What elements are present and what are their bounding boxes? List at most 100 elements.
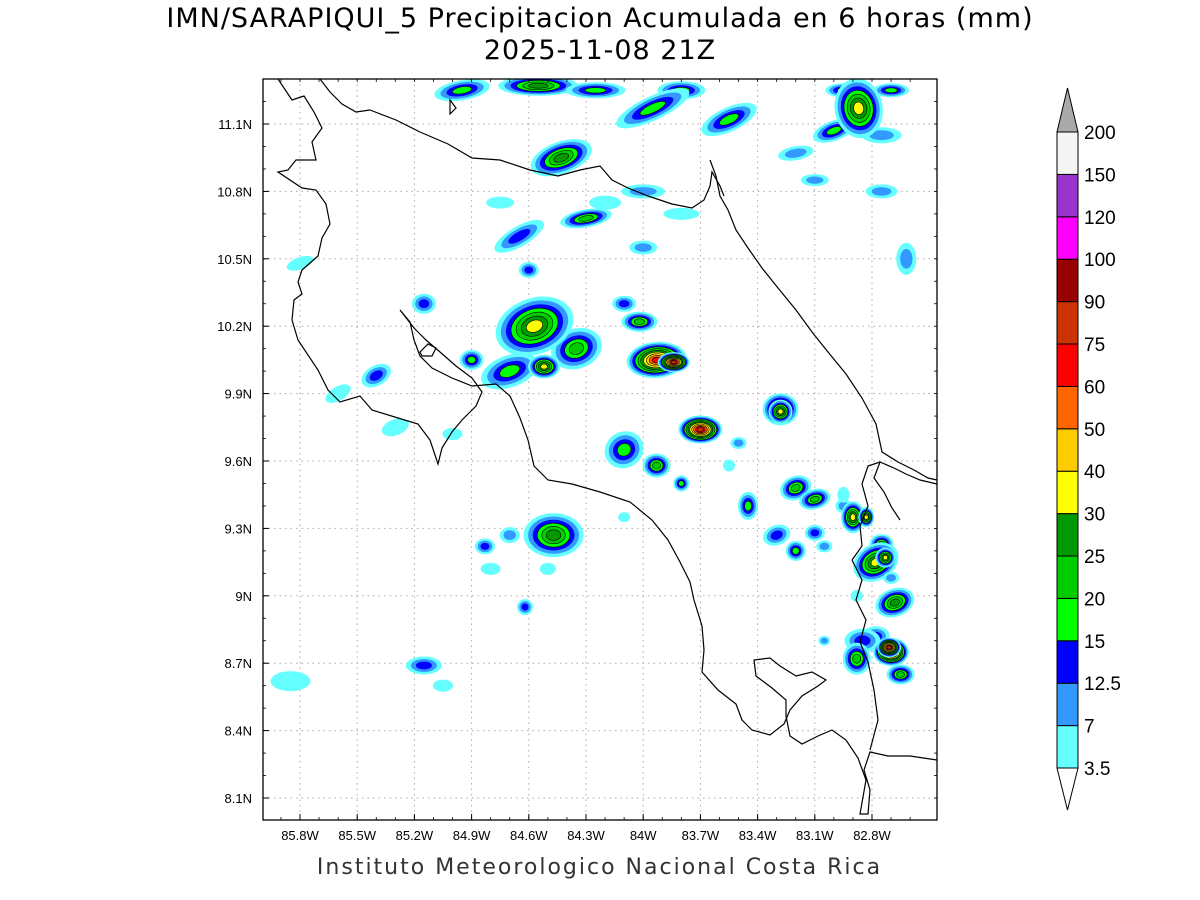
precip-cell bbox=[499, 527, 520, 544]
colorbar-swatch bbox=[1056, 428, 1079, 472]
lon-tick-label: 84.6W bbox=[510, 828, 548, 843]
lat-tick-label: 10.8N bbox=[217, 184, 252, 199]
precip-cell bbox=[480, 562, 501, 575]
precip-cell bbox=[875, 587, 915, 618]
precip-cell bbox=[433, 679, 453, 692]
precip-cell bbox=[886, 664, 915, 685]
precip-cell bbox=[763, 524, 791, 546]
precip-cell bbox=[837, 486, 850, 503]
colorbar-swatch bbox=[1056, 216, 1079, 260]
colorbar-swatch bbox=[1056, 682, 1079, 727]
precip-cell bbox=[616, 88, 690, 129]
colorbar-level-label: 25 bbox=[1084, 547, 1105, 568]
footer-credit: Instituto Meteorologico Nacional Costa R… bbox=[316, 855, 883, 880]
precip-cell bbox=[486, 196, 515, 209]
panama-border bbox=[851, 461, 937, 561]
precip-cell bbox=[325, 384, 351, 403]
precip-cell bbox=[883, 571, 900, 584]
precip-cell bbox=[723, 459, 735, 472]
colorbar-level-label: 200 bbox=[1084, 123, 1116, 144]
precip-cell bbox=[896, 242, 917, 275]
precip-cell bbox=[516, 599, 533, 616]
precip-cell bbox=[474, 538, 495, 555]
precip-cell bbox=[618, 512, 631, 523]
lat-tick-label: 8.1N bbox=[225, 791, 252, 806]
precip-cell bbox=[434, 79, 490, 102]
precip-cell bbox=[551, 327, 602, 370]
precip-cell bbox=[858, 507, 875, 528]
colorbar-swatch bbox=[1056, 343, 1079, 387]
lon-tick-label: 85.2W bbox=[396, 828, 434, 843]
lon-tick-label: 83.1W bbox=[796, 828, 834, 843]
bocas-coastline bbox=[873, 461, 901, 521]
colorbar-level-label: 100 bbox=[1084, 250, 1116, 271]
precip-cell bbox=[530, 139, 592, 177]
precip-cell bbox=[518, 262, 539, 279]
colorbar-level-label: 90 bbox=[1084, 293, 1105, 314]
map-subtitle-date: 2025-11-08 21Z bbox=[483, 35, 717, 66]
precip-cell bbox=[730, 437, 747, 450]
lon-tick-label: 82.8W bbox=[853, 828, 891, 843]
precip-cell bbox=[701, 102, 757, 137]
lat-tick-label: 8.4N bbox=[225, 724, 252, 739]
colorbar-level-label: 12.5 bbox=[1084, 674, 1121, 695]
colorbar-level-label: 7 bbox=[1084, 717, 1095, 738]
lon-tick-label: 85.5W bbox=[338, 828, 376, 843]
precip-cell bbox=[381, 418, 409, 437]
lat-tick-label: 10.2N bbox=[217, 319, 252, 334]
precip-cell bbox=[875, 547, 896, 568]
precip-cell bbox=[442, 428, 463, 441]
precip-cell bbox=[405, 656, 442, 675]
precip-cell bbox=[523, 513, 584, 558]
precip-cell bbox=[629, 240, 658, 255]
colorbar-swatch bbox=[1056, 173, 1079, 218]
island-north bbox=[449, 98, 457, 116]
colorbar-swatch bbox=[1056, 301, 1079, 345]
colorbar-level-label: 150 bbox=[1084, 165, 1116, 186]
colorbar-level-label: 3.5 bbox=[1084, 759, 1110, 780]
colorbar-level-label: 40 bbox=[1084, 462, 1105, 483]
precip-cell bbox=[834, 79, 883, 139]
precip-cell bbox=[495, 296, 574, 356]
precip-cell bbox=[494, 219, 545, 253]
panama-border-south bbox=[851, 559, 879, 751]
colorbar-max-arrow bbox=[1056, 87, 1079, 133]
precip-cell bbox=[459, 349, 484, 370]
lat-tick-label: 8.7N bbox=[225, 656, 252, 671]
precip-cell bbox=[818, 635, 831, 646]
colorbar-swatch bbox=[1056, 258, 1079, 303]
precip-cell bbox=[539, 562, 556, 575]
precip-cell bbox=[785, 540, 806, 561]
lon-tick-label: 84.9W bbox=[453, 828, 491, 843]
colorbar-swatch bbox=[1056, 725, 1079, 769]
colorbar-level-label: 60 bbox=[1084, 377, 1105, 398]
colorbar-level-label: 15 bbox=[1084, 632, 1105, 653]
lat-tick-label: 9N bbox=[235, 589, 252, 604]
precip-cell bbox=[621, 311, 658, 332]
precip-cell bbox=[560, 208, 612, 229]
colorbar-level-label: 120 bbox=[1084, 208, 1116, 229]
precip-cell bbox=[411, 293, 436, 314]
precip-cell bbox=[565, 82, 626, 99]
precip-cell bbox=[286, 255, 314, 271]
precip-cell bbox=[642, 453, 671, 478]
precip-cell bbox=[804, 524, 825, 541]
precip-cell bbox=[861, 127, 902, 144]
colorbar-swatch bbox=[1056, 640, 1079, 684]
coastline-and-borders bbox=[276, 79, 937, 815]
precip-cell bbox=[361, 363, 391, 388]
colorbar-legend: 3.5 7 12.5 15 20 25 30 40 50 60 75 90 100 120 150 200 bbox=[1056, 87, 1121, 811]
map-gridlines bbox=[263, 79, 937, 820]
colorbar-min-arrow bbox=[1056, 767, 1079, 811]
precip-cell bbox=[799, 488, 831, 510]
colorbar-swatch bbox=[1056, 555, 1079, 599]
precip-cell bbox=[877, 637, 902, 658]
precip-cell bbox=[663, 207, 700, 220]
precip-cell bbox=[528, 354, 561, 379]
precip-cell bbox=[673, 475, 690, 492]
lon-tick-label: 85.8W bbox=[281, 828, 319, 843]
lon-tick-label: 84.3W bbox=[567, 828, 605, 843]
precip-cell bbox=[270, 671, 311, 692]
colorbar-swatch bbox=[1056, 597, 1079, 642]
